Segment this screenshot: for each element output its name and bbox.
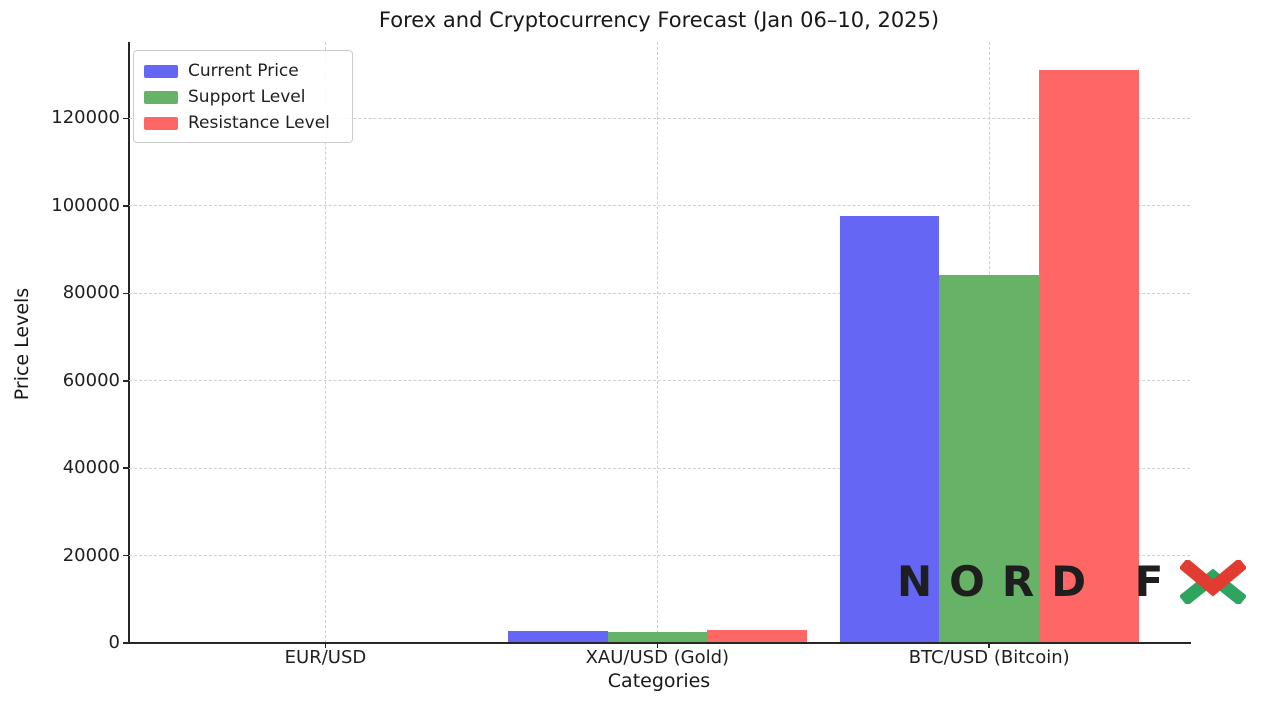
gridline-x-eur-usd bbox=[324, 42, 326, 643]
y-tick-label-20000: 20000 bbox=[62, 544, 120, 566]
legend-label-resistance-level: Resistance Level bbox=[188, 113, 330, 133]
x-tick-mark-btc-usd-bitcoin bbox=[988, 643, 990, 648]
legend-label-support-level: Support Level bbox=[188, 87, 306, 107]
x-tick-mark-eur-usd bbox=[324, 643, 327, 648]
nordfx-watermark: NORD F bbox=[897, 557, 1247, 606]
y-axis-spine bbox=[128, 42, 130, 643]
y-tick-mark-0 bbox=[123, 642, 128, 644]
legend-item-current-price: Current Price bbox=[144, 58, 342, 84]
x-tick-label-xau-usd-gold: XAU/USD (Gold) bbox=[585, 647, 730, 668]
x-tick-label-btc-usd-bitcoin: BTC/USD (Bitcoin) bbox=[908, 647, 1070, 668]
y-tick-label-80000: 80000 bbox=[62, 282, 120, 304]
bar-btc-usd-bitcoin-current-price bbox=[839, 215, 940, 643]
bar-xau-usd-gold-support-level bbox=[607, 631, 708, 643]
chart-title: Forex and Cryptocurrency Forecast (Jan 0… bbox=[378, 8, 940, 32]
y-tick-mark-60000 bbox=[123, 379, 128, 382]
gridline-y-20000 bbox=[129, 555, 1190, 557]
x-axis-label: Categories bbox=[607, 670, 711, 692]
legend: Current Price Support Level Resistance L… bbox=[133, 50, 353, 143]
legend-swatch-resistance-level bbox=[144, 116, 178, 130]
y-tick-mark-40000 bbox=[123, 467, 128, 469]
gridline-y-40000 bbox=[129, 467, 1190, 469]
y-tick-mark-80000 bbox=[123, 292, 128, 295]
nordfx-logo-text: NORD F bbox=[897, 557, 1181, 606]
legend-label-current-price: Current Price bbox=[188, 61, 299, 81]
gridline-x-xau-usd-gold bbox=[656, 42, 658, 643]
gridline-y-120000 bbox=[129, 117, 1190, 119]
gridline-y-80000 bbox=[129, 292, 1190, 294]
y-tick-label-40000: 40000 bbox=[62, 457, 120, 479]
x-tick-mark-xau-usd-gold bbox=[656, 643, 659, 648]
bar-btc-usd-bitcoin-support-level bbox=[939, 274, 1039, 643]
legend-swatch-support-level bbox=[144, 90, 178, 104]
y-tick-mark-100000 bbox=[123, 205, 128, 207]
legend-swatch-current-price bbox=[144, 64, 178, 78]
y-tick-label-100000: 100000 bbox=[51, 194, 120, 216]
legend-item-support-level: Support Level bbox=[144, 84, 342, 110]
bar-xau-usd-gold-current-price bbox=[507, 631, 608, 643]
y-tick-mark-20000 bbox=[123, 554, 128, 557]
nordfx-x-icon bbox=[1180, 560, 1247, 604]
bar-btc-usd-bitcoin-resistance-level bbox=[1038, 70, 1139, 643]
x-tick-label-eur-usd: EUR/USD bbox=[284, 647, 367, 668]
y-tick-label-120000: 120000 bbox=[51, 107, 120, 129]
x-axis-spine bbox=[128, 642, 1191, 644]
legend-item-resistance-level: Resistance Level bbox=[144, 110, 342, 136]
bar-xau-usd-gold-resistance-level bbox=[707, 630, 807, 643]
gridline-y-60000 bbox=[129, 380, 1190, 382]
y-tick-label-0: 0 bbox=[108, 632, 120, 653]
y-tick-label-60000: 60000 bbox=[62, 369, 120, 391]
y-tick-mark-120000 bbox=[123, 117, 128, 120]
gridline-y-100000 bbox=[129, 205, 1190, 207]
